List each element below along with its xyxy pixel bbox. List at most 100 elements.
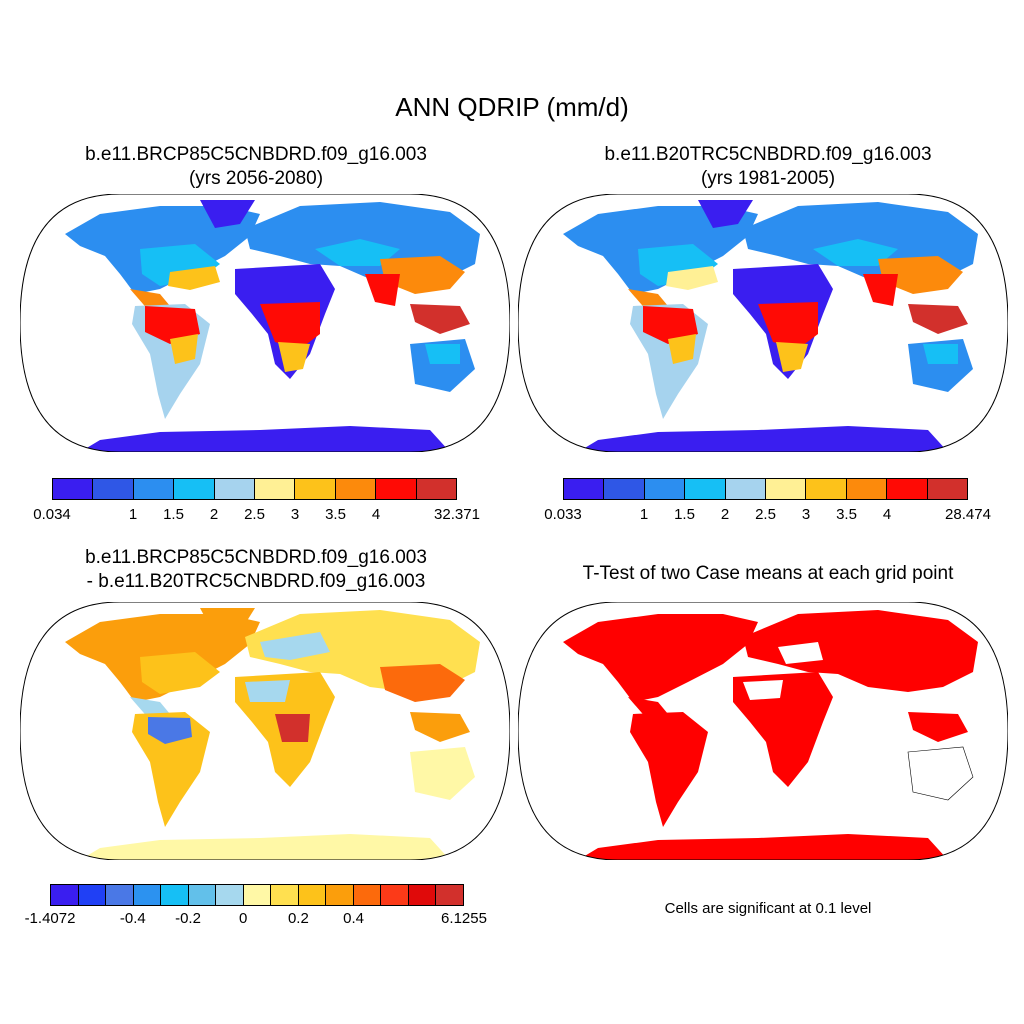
na-central-region <box>140 652 220 694</box>
australia <box>410 747 475 800</box>
map-case1 <box>20 194 510 452</box>
colorbar-case1 <box>52 478 457 500</box>
south-america <box>132 712 210 827</box>
significance-note: Cells are significant at 0.1 level <box>664 900 872 917</box>
colorbar-diff-tick-label: -0.2 <box>175 910 201 927</box>
east-asia <box>380 664 465 702</box>
panel-title-ttest: T-Test of two Case means at each grid po… <box>512 562 1024 586</box>
sahara-region <box>245 680 290 702</box>
central-africa <box>758 302 818 349</box>
australia-interior <box>425 344 460 364</box>
central-asia <box>813 239 898 266</box>
europe-region <box>260 632 330 660</box>
colorbar-case2-tick-label: 0.033 <box>544 506 582 523</box>
na-southeast-region <box>168 266 220 290</box>
eurasia <box>743 610 978 692</box>
panel-title-case2: b.e11.B20TRC5CNBDRD.f09_g16.003 (yrs 198… <box>512 143 1024 191</box>
colorbar-diff-swatch <box>188 885 217 905</box>
colorbar-case1-swatch <box>214 479 256 499</box>
indonesia <box>410 304 470 334</box>
south-america <box>630 712 708 827</box>
antarctica <box>80 426 450 452</box>
indonesia <box>908 712 968 742</box>
amazon-region <box>148 717 192 744</box>
southern-africa <box>278 342 310 372</box>
case1-years: (yrs 2056-2080) <box>188 168 324 189</box>
colorbar-case1-swatch <box>416 479 457 499</box>
ttest-title: T-Test of two Case means at each grid po… <box>582 563 954 584</box>
greenland <box>200 200 255 228</box>
east-asia <box>380 256 465 294</box>
colorbar-case2-tick-label: 1 <box>639 506 649 523</box>
colorbar-diff-swatch <box>436 885 463 905</box>
colorbar-case2-swatch <box>766 479 807 499</box>
colorbar-case2-swatch <box>685 479 726 499</box>
colorbar-diff-swatch <box>106 885 134 905</box>
antarctica <box>578 426 948 452</box>
east-asia <box>878 256 963 294</box>
map-case2 <box>518 194 1008 452</box>
colorbar-diff-swatch <box>298 885 327 905</box>
colorbar-diff-swatch <box>271 885 299 905</box>
colorbar-case2-tick-label: 28.474 <box>945 506 991 523</box>
indonesia <box>410 712 470 742</box>
india-region <box>365 274 400 306</box>
colorbar-diff-swatch <box>408 885 437 905</box>
colorbar-case1-swatch <box>93 479 134 499</box>
colorbar-case1-tick-label: 2 <box>209 506 219 523</box>
colorbar-diff-tick-label: 6.1255 <box>441 910 487 927</box>
colorbar-case1-swatch <box>255 479 296 499</box>
colorbar-case2-tick-label: 2.5 <box>755 506 776 523</box>
colorbar-case1-tick-label: 3 <box>290 506 300 523</box>
colorbar-diff-tick-label: -0.4 <box>119 910 146 927</box>
colorbar-diff-swatch <box>243 885 272 905</box>
colorbar-case2-swatch <box>604 479 645 499</box>
case2-years: (yrs 1981-2005) <box>700 168 836 189</box>
colorbar-diff-tick-label: -1.4072 <box>24 910 76 927</box>
greenland <box>200 608 255 636</box>
colorbar-case1-swatch <box>295 479 336 499</box>
colorbar-diff-swatch <box>216 885 244 905</box>
na-southeast-region <box>666 266 718 290</box>
africa <box>733 672 833 787</box>
panel-title-case1: b.e11.BRCP85C5CNBDRD.f09_g16.003 (yrs 20… <box>0 143 512 191</box>
colorbar-case2-tick-label: 1.5 <box>674 506 695 523</box>
colorbar-case1-tick-label: 1.5 <box>163 506 184 523</box>
panel-title-diff: b.e11.BRCP85C5CNBDRD.f09_g16.003 - b.e11… <box>0 546 512 594</box>
colorbar-diff-swatch <box>51 885 79 905</box>
colorbar-diff-swatch <box>326 885 354 905</box>
colorbar-case2-tick-label: 3 <box>801 506 811 523</box>
colorbar-case1-tick-label: 4 <box>371 506 381 523</box>
colorbar-case2-tick-label: 4 <box>882 506 892 523</box>
colorbar-case1-tick-label: 0.034 <box>33 506 71 523</box>
colorbar-diff-tick-label: 0.4 <box>343 910 365 927</box>
colorbar-case2-swatch <box>887 479 928 499</box>
antarctica <box>578 834 948 860</box>
colorbar-case2-swatch <box>564 479 605 499</box>
australia-interior <box>923 344 958 364</box>
insignificant-region-sahara <box>743 680 783 700</box>
amazon-region <box>145 306 200 344</box>
sa-east-region <box>668 334 696 364</box>
colorbar-case1-swatch <box>133 479 175 499</box>
colorbar-case1-swatch <box>53 479 94 499</box>
central-africa <box>275 714 310 742</box>
colorbar-case1-swatch <box>376 479 417 499</box>
australia <box>907 746 974 801</box>
greenland <box>698 200 753 228</box>
colorbar-case1-tick-label: 2.5 <box>244 506 265 523</box>
map-difference <box>20 602 510 860</box>
diff-case-a: b.e11.BRCP85C5CNBDRD.f09_g16.003 <box>85 547 427 568</box>
central-africa <box>260 302 320 349</box>
map-ttest <box>518 602 1008 860</box>
colorbar-difference <box>50 884 464 906</box>
case2-name: b.e11.B20TRC5CNBDRD.f09_g16.003 <box>604 144 932 165</box>
colorbar-case2-tick-label: 3.5 <box>836 506 857 523</box>
amazon-region <box>643 306 698 344</box>
colorbar-case1-tick-label: 1 <box>128 506 138 523</box>
indonesia <box>908 304 968 334</box>
colorbar-diff-swatch <box>78 885 107 905</box>
colorbar-case2-swatch <box>806 479 847 499</box>
india-region <box>863 274 898 306</box>
colorbar-case2-swatch <box>846 479 888 499</box>
